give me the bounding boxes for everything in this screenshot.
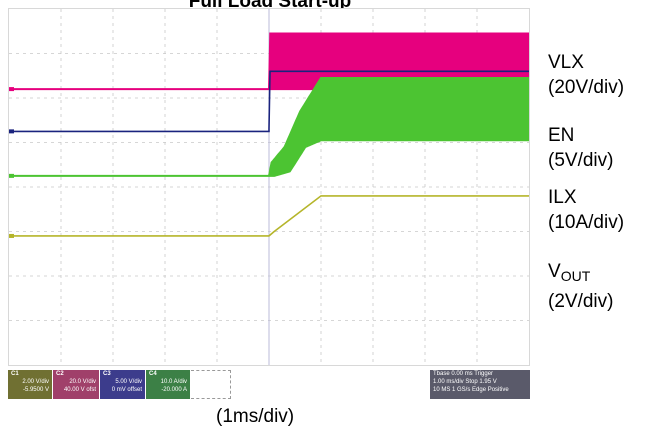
ilx-name: ILX	[548, 187, 577, 208]
vout-scale: (2V/div)	[548, 291, 614, 312]
vout-subscript: OUT	[560, 268, 591, 284]
ch2-line1: 20.0 V/div	[69, 379, 96, 385]
vout-waveform-line	[9, 195, 529, 237]
ch4-status-box: C4 10.0 A/div -20.000 A	[146, 370, 190, 399]
status-placeholder-box	[191, 370, 231, 399]
oscilloscope-screen	[8, 8, 530, 366]
ch1-head: C1	[11, 371, 19, 377]
ilx-ground-marker	[9, 173, 14, 178]
vlx-scale: (20V/div)	[548, 77, 625, 98]
ch3-line1: 5.00 V/div	[115, 379, 142, 385]
en-waveform-line	[9, 70, 529, 133]
en-scale: (5V/div)	[548, 150, 614, 171]
en-label: EN (5V/div)	[548, 123, 613, 173]
ilx-label: ILX (10A/div)	[548, 185, 624, 235]
ch4-head: C4	[149, 371, 157, 377]
ch3-line2: 0 mV offset	[111, 387, 142, 393]
vlx-waveform-band	[9, 32, 529, 91]
ch3-status-box: C3 5.00 V/div 0 mV offset	[100, 370, 145, 399]
ch1-line1: 2.00 V/div	[22, 379, 49, 385]
vlx-ground-marker	[9, 87, 14, 92]
ch4-line2: -20.000 A	[161, 387, 187, 393]
vout-ground-marker	[9, 233, 14, 238]
vlx-label: VLX (20V/div)	[548, 50, 624, 100]
waveform-plot	[9, 9, 529, 365]
ch1-status-box: C1 2.00 V/div -5.9500 V	[8, 370, 52, 399]
x-axis-label: (1ms/div)	[216, 406, 295, 427]
ch2-status-box: C2 20.0 V/div 40.00 V ofst	[53, 370, 99, 399]
ch2-head: C2	[56, 371, 64, 377]
ch1-line2: -5.9500 V	[22, 387, 49, 393]
en-ground-marker	[9, 129, 14, 134]
ch4-line1: 10.0 A/div	[160, 379, 187, 385]
trigger-row2: 1.00 ms/div Stop 1.95 V	[433, 379, 497, 385]
trigger-status-box: Tbase 0.00 ms Trigger 1.00 ms/div Stop 1…	[430, 370, 530, 399]
trigger-row1: Tbase 0.00 ms Trigger	[433, 371, 494, 377]
ilx-waveform-band	[9, 77, 529, 177]
vout-main: V	[548, 261, 561, 282]
en-name: EN	[548, 125, 575, 146]
ilx-scale: (10A/div)	[548, 212, 625, 233]
vlx-name: VLX	[548, 52, 584, 73]
ch2-line2: 40.00 V ofst	[63, 387, 96, 393]
vout-label: VOUT (2V/div)	[548, 259, 613, 314]
vout-name: VOUT	[548, 259, 613, 289]
ch3-head: C3	[103, 371, 111, 377]
trigger-row3: 10 MS 1 GS/s Edge Positive	[433, 387, 509, 393]
